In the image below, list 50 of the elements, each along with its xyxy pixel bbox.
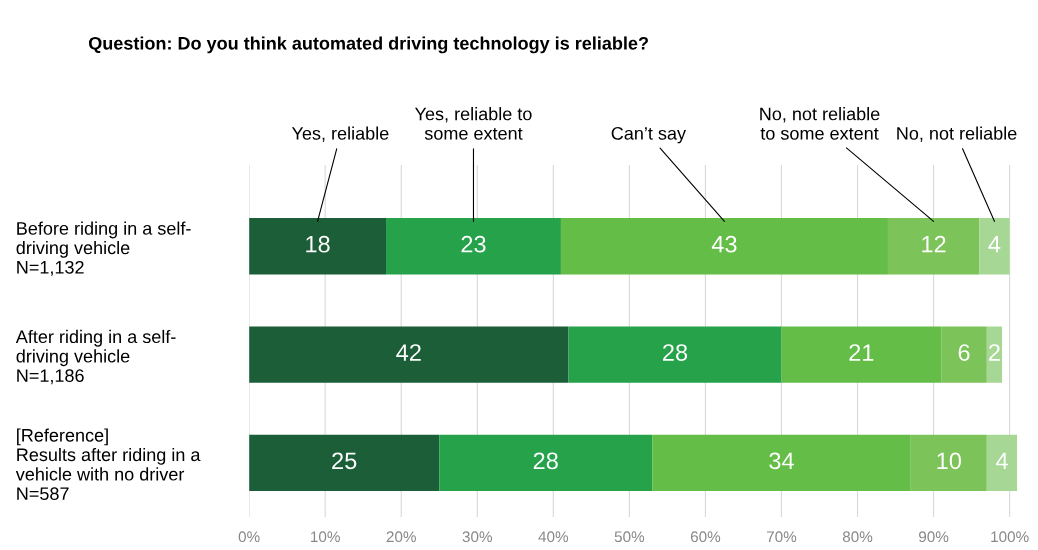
data-label: 23 bbox=[461, 235, 486, 253]
text: Yes, reliable to some extent bbox=[414, 107, 532, 140]
x-tick-label: 80% bbox=[842, 531, 873, 543]
x-tick-label: 40% bbox=[538, 531, 569, 543]
data-label: 42 bbox=[396, 344, 421, 361]
x-tick-label: 90% bbox=[919, 531, 949, 543]
data-label: 34 bbox=[769, 452, 794, 470]
bar bbox=[249, 218, 387, 275]
data-label: 21 bbox=[849, 344, 874, 361]
chart-title: Question: Do you think automated driving technology is reliable? bbox=[88, 36, 648, 54]
data-label: 6 bbox=[958, 344, 970, 361]
data-label: 25 bbox=[332, 452, 357, 470]
bar bbox=[560, 218, 888, 275]
bar bbox=[249, 326, 569, 383]
data-label: 28 bbox=[663, 344, 688, 361]
bar bbox=[887, 218, 980, 275]
text: Yes, reliable bbox=[291, 126, 389, 142]
bar bbox=[386, 218, 561, 275]
bar bbox=[910, 434, 987, 492]
x-tick-label: 50% bbox=[614, 531, 645, 543]
bar bbox=[979, 218, 1010, 275]
data-label: 10 bbox=[937, 452, 961, 470]
y-tick-label: After riding in a self- driving vehicle N=1,186 bbox=[15, 329, 176, 385]
data-label: 2 bbox=[989, 344, 1000, 361]
y-tick-label: [Reference] Results after riding in a vehicle with no driver N=587 bbox=[15, 428, 201, 501]
data-label: 12 bbox=[922, 235, 946, 253]
data-label: 4 bbox=[988, 236, 1001, 253]
data-label: 28 bbox=[533, 452, 558, 470]
bar bbox=[439, 434, 653, 492]
bar bbox=[941, 326, 987, 383]
text: Can’t say bbox=[611, 126, 686, 144]
x-tick-label: 10% bbox=[311, 531, 340, 543]
data-label: 43 bbox=[711, 235, 737, 253]
x-tick-label: 70% bbox=[766, 531, 797, 543]
data-label: 18 bbox=[306, 235, 330, 253]
y-tick-label: Before riding in a self- driving vehicle N=1,132 bbox=[16, 221, 191, 276]
bar bbox=[986, 326, 1003, 383]
x-tick-label: 0% bbox=[238, 531, 260, 543]
text: No, not reliable bbox=[897, 126, 1017, 142]
bar bbox=[986, 434, 1018, 492]
bar bbox=[652, 434, 911, 492]
text: No, not reliable to some extent bbox=[760, 107, 880, 140]
x-tick-label: 100% bbox=[991, 531, 1029, 543]
bar bbox=[249, 434, 440, 492]
bar bbox=[781, 326, 942, 383]
bar bbox=[568, 326, 782, 383]
x-tick-label: 30% bbox=[462, 531, 493, 543]
data-label: 4 bbox=[996, 452, 1008, 469]
x-tick-label: 20% bbox=[386, 531, 416, 543]
x-tick-label: 60% bbox=[690, 531, 721, 543]
